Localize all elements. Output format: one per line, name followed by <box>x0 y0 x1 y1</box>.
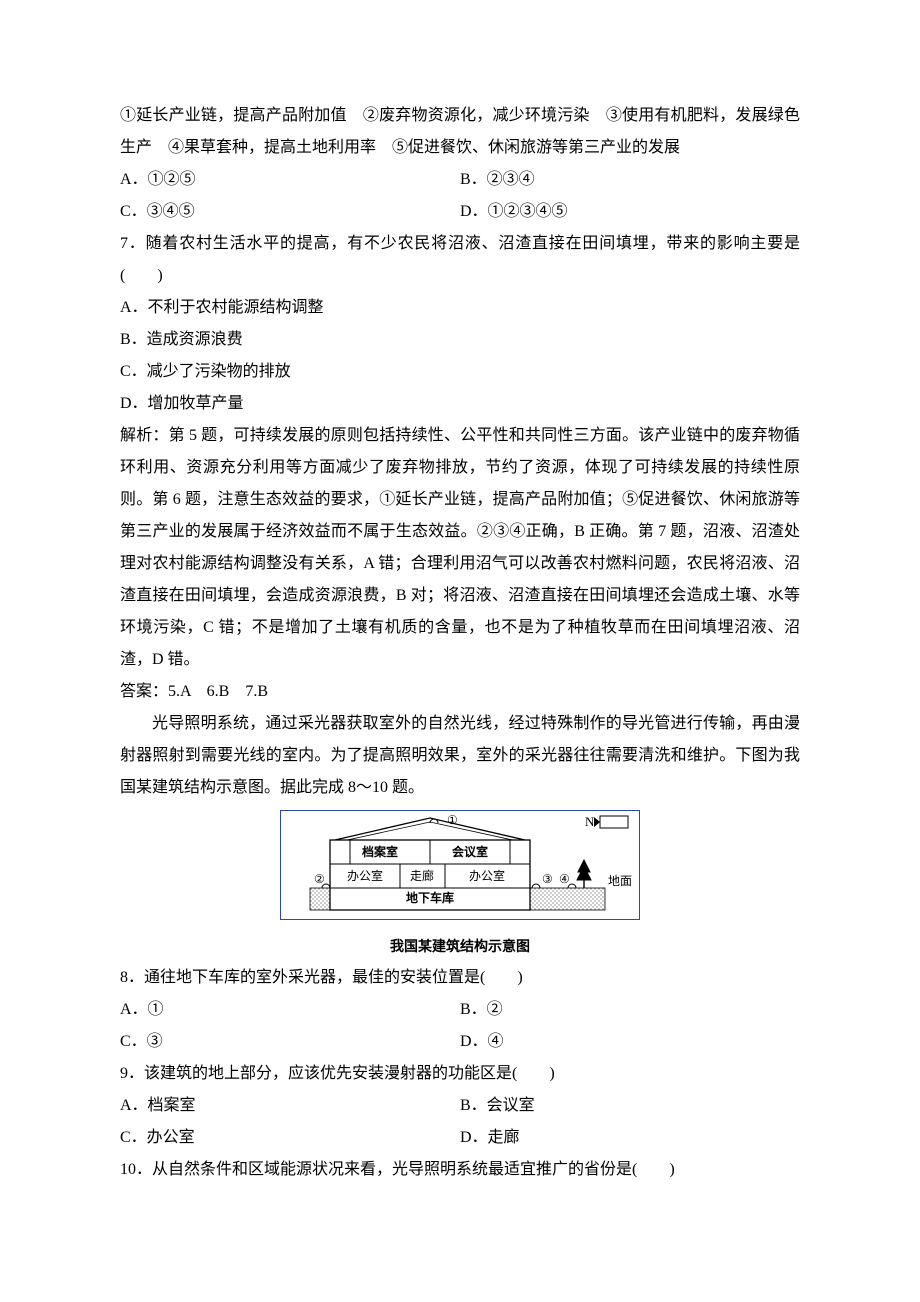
svg-text:④: ④ <box>559 872 570 886</box>
q9-row-ab: A．档案室 B．会议室 <box>120 1090 800 1122</box>
q8-row-ab: A．① B．② <box>120 994 800 1026</box>
svg-text:地面: 地面 <box>608 874 632 888</box>
q9-row-cd: C．办公室 D．走廊 <box>120 1122 800 1154</box>
svg-text:走廊: 走廊 <box>410 868 434 883</box>
q8-opt-c: C．③ <box>120 1026 460 1058</box>
figure-caption: 我国某建筑结构示意图 <box>120 934 800 962</box>
q56-opt-a: A．①②⑤ <box>120 164 460 196</box>
q8-stem: 8．通往地下车库的室外采光器，最佳的安装位置是( ) <box>120 962 800 994</box>
passage-8-10: 光导照明系统，通过采光器获取室外的自然光线，经过特殊制作的导光管进行传输，再由漫… <box>120 708 800 804</box>
q9-opt-c: C．办公室 <box>120 1122 460 1154</box>
q56-row-cd: C．③④⑤ D．①②③④⑤ <box>120 196 800 228</box>
q56-statements: ①延长产业链，提高产品附加值 ②废弃物资源化，减少环境污染 ③使用有机肥料，发展… <box>120 100 800 164</box>
svg-text:会议室: 会议室 <box>452 844 488 859</box>
answer-5-6-7: 答案：5.A 6.B 7.B <box>120 676 800 708</box>
svg-text:地下车库: 地下车库 <box>406 890 454 905</box>
q8-opt-a: A．① <box>120 994 460 1026</box>
q56-opt-b: B．②③④ <box>460 164 800 196</box>
q56-opt-c: C．③④⑤ <box>120 196 460 228</box>
q7-opt-b: B．造成资源浪费 <box>120 324 800 356</box>
svg-text:①: ① <box>447 813 458 827</box>
q8-opt-b: B．② <box>460 994 800 1026</box>
building-diagram: 档案室 会议室 办公室 走廊 办公室 地下车库 地面 ① ② ③ ④ N <box>120 810 800 932</box>
q10-stem: 10．从自然条件和区域能源状况来看，光导照明系统最适宜推广的省份是( ) <box>120 1154 800 1186</box>
q8-row-cd: C．③ D．④ <box>120 1026 800 1058</box>
q56-opt-d: D．①②③④⑤ <box>460 196 800 228</box>
svg-text:办公室: 办公室 <box>469 868 505 883</box>
q9-opt-b: B．会议室 <box>460 1090 800 1122</box>
q7-opt-c: C．减少了污染物的排放 <box>120 356 800 388</box>
q56-row-ab: A．①②⑤ B．②③④ <box>120 164 800 196</box>
q7-opt-a: A．不利于农村能源结构调整 <box>120 292 800 324</box>
q9-opt-a: A．档案室 <box>120 1090 460 1122</box>
q9-opt-d: D．走廊 <box>460 1122 800 1154</box>
svg-text:档案室: 档案室 <box>362 844 398 859</box>
q7-opt-d: D．增加牧草产量 <box>120 388 800 420</box>
svg-text:N: N <box>585 814 595 829</box>
svg-text:③: ③ <box>542 872 553 886</box>
q9-stem: 9．该建筑的地上部分，应该优先安装漫射器的功能区是( ) <box>120 1058 800 1090</box>
explain-5-6-7: 解析：第 5 题，可持续发展的原则包括持续性、公平性和共同性三方面。该产业链中的… <box>120 420 800 676</box>
svg-text:办公室: 办公室 <box>347 868 383 883</box>
svg-text:②: ② <box>314 872 325 886</box>
q7-stem: 7．随着农村生活水平的提高，有不少农民将沼液、沼渣直接在田间填埋，带来的影响主要… <box>120 228 800 292</box>
q8-opt-d: D．④ <box>460 1026 800 1058</box>
